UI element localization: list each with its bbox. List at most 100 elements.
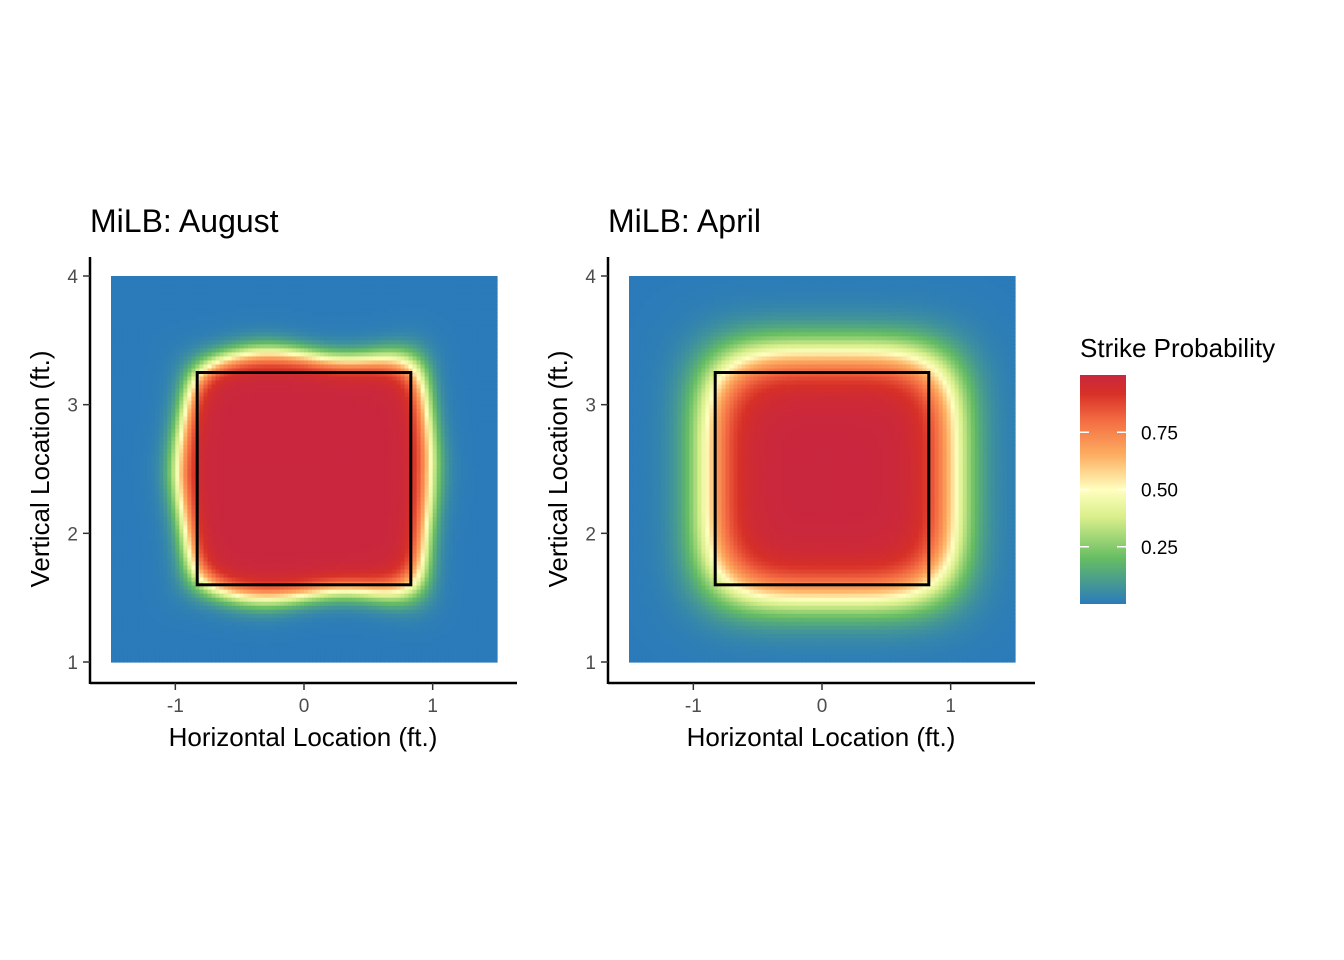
heatmap-cell (279, 348, 285, 353)
heatmap-cell (223, 452, 229, 458)
heatmap-cell (227, 641, 233, 647)
heatmap-cell (312, 577, 317, 583)
heatmap-cell (304, 368, 309, 374)
heatmap-cell (115, 473, 120, 478)
heatmap-cell (235, 541, 241, 546)
heatmap-cell (123, 469, 128, 474)
heatmap-cell (111, 460, 116, 466)
heatmap-cell (187, 541, 193, 546)
heatmap-cell (223, 440, 229, 446)
heatmap-cell (312, 597, 317, 603)
heatmap-cell (219, 384, 225, 390)
heatmap-cell (308, 420, 313, 426)
heatmap-cell (243, 629, 249, 635)
heatmap-cell (215, 541, 221, 546)
heatmap-cell (299, 444, 305, 450)
heatmap-cell (163, 356, 168, 362)
heatmap-cell (155, 344, 160, 349)
heatmap-cell (219, 497, 225, 502)
heatmap-cell (247, 545, 253, 551)
heatmap-cell (159, 384, 164, 390)
heatmap-cell (187, 577, 193, 583)
heatmap-cell (320, 276, 325, 281)
heatmap-cell (187, 469, 193, 474)
heatmap-cell (291, 613, 297, 619)
heatmap-cell (191, 533, 197, 538)
heatmap-cell (123, 597, 128, 603)
heatmap-cell (171, 553, 176, 559)
heatmap-cell (135, 292, 140, 297)
heatmap-cell (163, 505, 168, 510)
heatmap-cell (159, 549, 164, 555)
heatmap-cell (147, 284, 152, 289)
heatmap-cell (127, 601, 132, 607)
heatmap-cell (304, 360, 309, 366)
heatmap-cell (175, 597, 180, 603)
heatmap-cell (199, 360, 205, 366)
heatmap-cell (239, 533, 245, 538)
heatmap-cell (139, 280, 144, 285)
heatmap-cell (175, 332, 180, 337)
heatmap-cell (267, 448, 273, 454)
heatmap-cell (283, 340, 289, 345)
heatmap-cell (131, 364, 136, 370)
heatmap-cell (283, 408, 289, 414)
heatmap-cell (223, 505, 229, 510)
heatmap-cell (263, 521, 269, 526)
heatmap-cell (231, 412, 237, 418)
heatmap-cell (147, 529, 152, 534)
heatmap-cell (291, 464, 297, 470)
heatmap-cell (159, 557, 164, 563)
heatmap-cell (243, 509, 249, 514)
heatmap-cell (207, 360, 213, 366)
heatmap-cell (312, 456, 317, 462)
heatmap-cell (231, 625, 237, 631)
heatmap-cell (227, 565, 233, 571)
heatmap-cell (304, 284, 309, 289)
heatmap-cell (231, 376, 237, 382)
heatmap-cell (215, 344, 221, 349)
heatmap-cell (179, 340, 184, 345)
heatmap-cell (143, 328, 148, 333)
heatmap-cell (199, 653, 205, 659)
heatmap-cell (199, 304, 205, 309)
heatmap-cell (255, 340, 261, 345)
heatmap-cell (135, 653, 140, 659)
heatmap-cell (159, 404, 164, 410)
heatmap-cell (267, 312, 273, 317)
heatmap-cell (179, 633, 184, 639)
heatmap-cell (207, 529, 213, 534)
heatmap-cell (283, 489, 289, 494)
heatmap-cell (263, 505, 269, 510)
heatmap-cell (251, 489, 257, 494)
heatmap-cell (283, 513, 289, 518)
heatmap-cell (312, 589, 317, 595)
heatmap-cell (171, 328, 176, 333)
heatmap-cell (135, 505, 140, 510)
heatmap-cell (131, 473, 136, 478)
heatmap-cell (239, 501, 245, 506)
heatmap-cell (247, 284, 253, 289)
heatmap-cell (139, 585, 144, 591)
heatmap-cell (111, 649, 116, 655)
heatmap-cell (111, 605, 116, 611)
heatmap-cell (199, 284, 205, 289)
heatmap-cell (179, 312, 184, 317)
heatmap-cell (211, 328, 217, 333)
heatmap-cell (308, 396, 313, 402)
heatmap-cell (243, 597, 249, 603)
heatmap-cell (299, 276, 305, 281)
heatmap-cell (143, 388, 148, 394)
heatmap-cell (247, 521, 253, 526)
heatmap-cell (271, 533, 277, 538)
heatmap-cell (191, 645, 197, 651)
heatmap-cell (207, 380, 213, 386)
heatmap-cell (223, 545, 229, 551)
heatmap-cell (131, 356, 136, 362)
heatmap-cell (279, 336, 285, 341)
heatmap-cell (151, 509, 156, 514)
heatmap-cell (215, 537, 221, 542)
heatmap-cell (308, 513, 313, 518)
heatmap-cell (163, 440, 168, 446)
heatmap-cell (131, 412, 136, 418)
